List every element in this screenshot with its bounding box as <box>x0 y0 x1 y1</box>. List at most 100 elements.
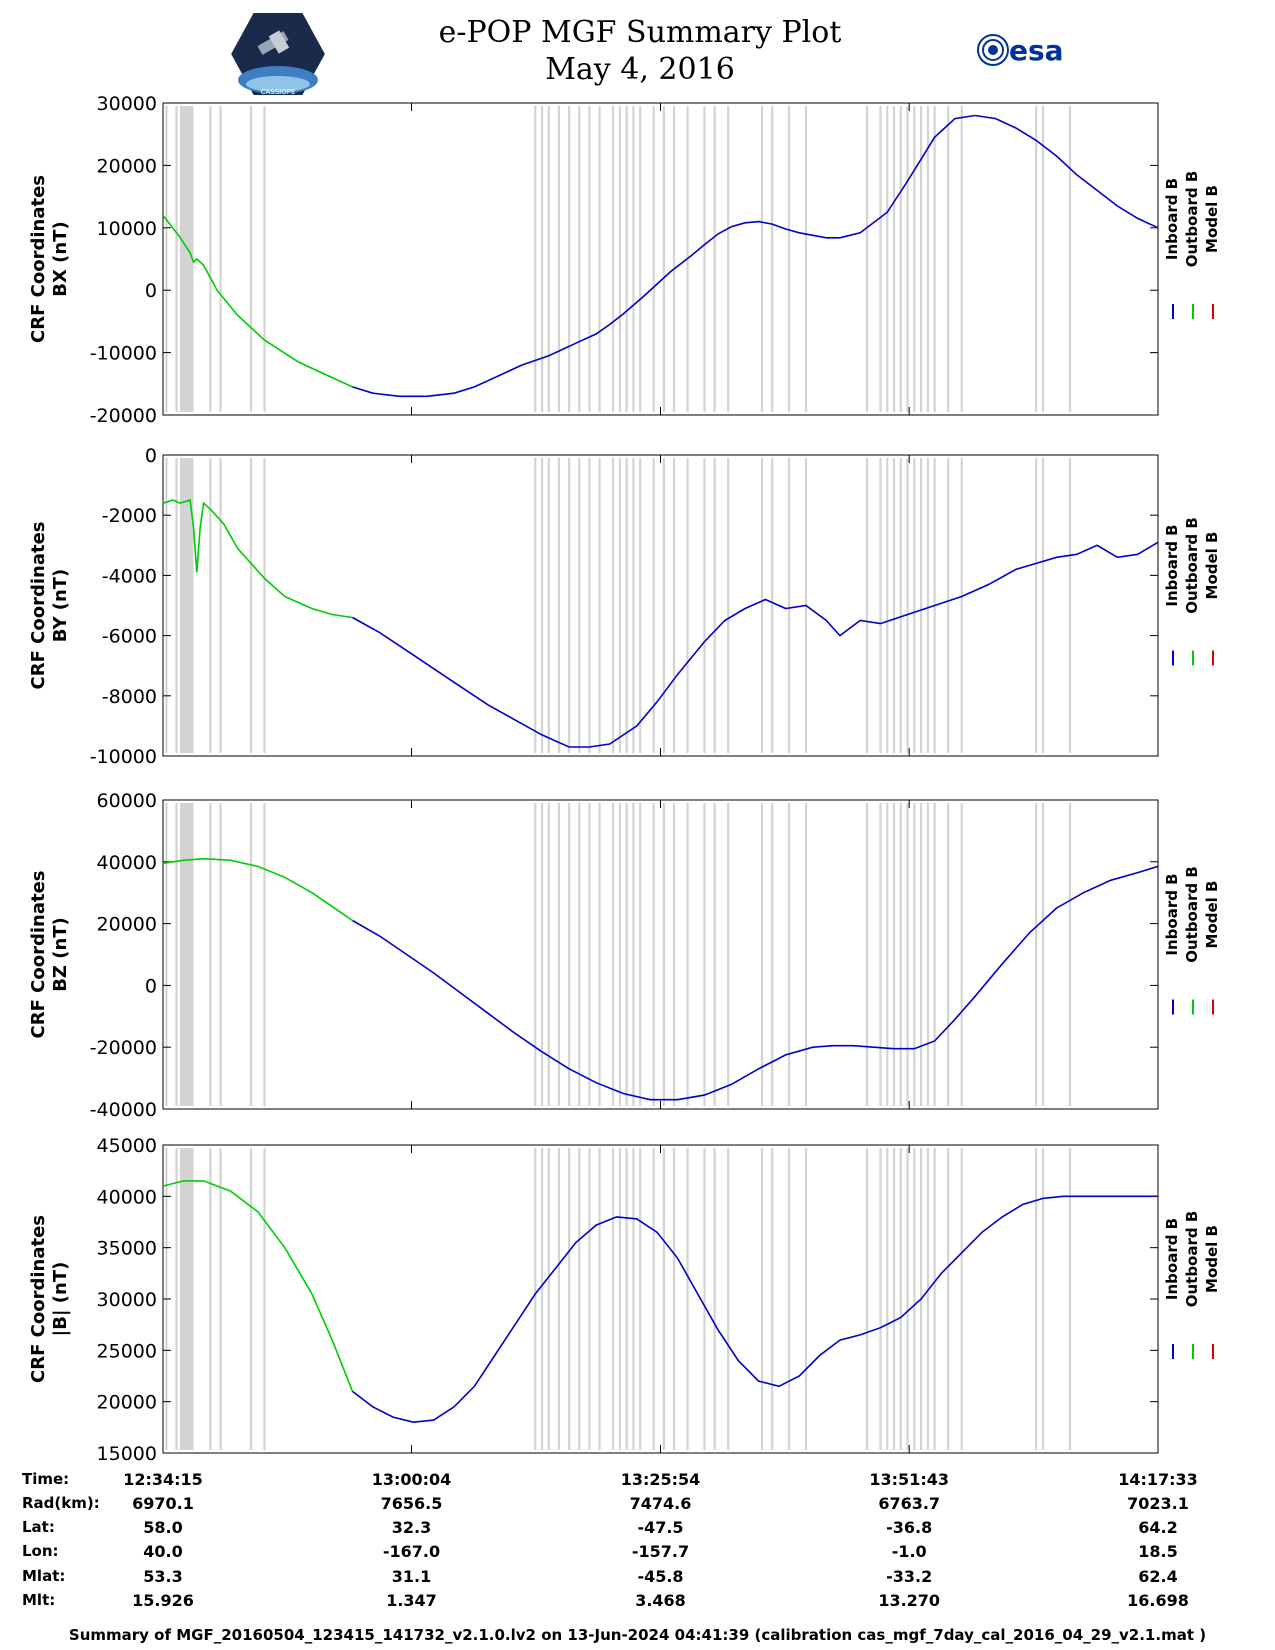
info-row-label: Lat: <box>22 1518 55 1536</box>
y-tick-label: -20000 <box>90 1037 157 1059</box>
esa-logo: esa <box>977 34 1064 67</box>
info-value: 6763.7 <box>878 1494 941 1513</box>
panel-2: 0 -2000 -4000 -6000 -8000 -10000 CRF Coordinat… <box>28 445 1221 768</box>
info-value: 13.270 <box>878 1591 941 1610</box>
info-row-label: Time: <box>22 1470 70 1488</box>
legend: Inboard B Outboard B Model B <box>1163 1211 1221 1359</box>
y-tick-label: -8000 <box>102 686 157 708</box>
series-line <box>162 1180 354 1392</box>
series-line <box>162 857 353 922</box>
series-line <box>352 1195 1158 1424</box>
data-flag-bars <box>165 458 1072 753</box>
legend-label: Outboard B <box>1183 171 1201 268</box>
info-value: 7656.5 <box>380 1494 443 1513</box>
info-value: 3.468 <box>635 1591 686 1610</box>
y-axis-label: BY (nT) <box>50 569 71 643</box>
footer-summary: Summary of MGF_20160504_123415_141732_v2… <box>68 1626 1207 1644</box>
y-axis-label: CRF Coordinates <box>28 522 49 690</box>
y-tick-label: 30000 <box>97 1289 157 1311</box>
orbit-info-table: Time: Rad(km): Lat: Lon: Mlat: Mlt: 12:34:15 69… <box>0 1470 1275 1620</box>
panel-1: 30000 20000 10000 0 -10000 -20000 CRF Coordina… <box>28 93 1221 427</box>
info-row-label: Rad(km): <box>22 1494 100 1512</box>
legend-label: Outboard B <box>1183 517 1201 614</box>
info-value: 7474.6 <box>629 1494 692 1513</box>
series-line <box>352 114 976 398</box>
flag-band <box>179 1148 194 1450</box>
y-tick-label: -20000 <box>90 405 157 427</box>
series-line <box>162 214 353 388</box>
y-tick-label: 0 <box>145 445 157 467</box>
legend-label: Outboard B <box>1183 1211 1201 1308</box>
y-tick-label: 20000 <box>97 155 157 177</box>
info-value: 15.926 <box>132 1591 194 1610</box>
cassiope-logo: CASSIOPE <box>228 11 328 97</box>
info-value: 53.3 <box>143 1567 183 1586</box>
y-tick-label: -6000 <box>102 626 157 648</box>
y-tick-label: 0 <box>145 280 157 302</box>
series-line <box>352 865 1159 1101</box>
y-axis-label: CRF Coordinates <box>28 1215 49 1383</box>
legend-label: Model B <box>1203 532 1221 600</box>
y-tick-label: 15000 <box>97 1443 157 1465</box>
y-tick-label: 30000 <box>97 93 157 115</box>
x-tick-time-label: 13:25:54 <box>620 1470 701 1489</box>
legend-label: Model B <box>1203 185 1221 253</box>
y-axis-label: CRF Coordinates <box>28 871 49 1039</box>
y-tick-label: 35000 <box>97 1238 157 1260</box>
legend: Inboard B Outboard B Model B <box>1163 171 1221 319</box>
flag-band <box>179 106 194 412</box>
esa-logo-text: esa <box>1009 34 1064 67</box>
plot-date: May 4, 2016 <box>545 52 735 87</box>
flag-band <box>179 803 194 1106</box>
y-tick-label: -2000 <box>102 505 157 527</box>
info-value: 32.3 <box>391 1518 432 1537</box>
y-tick-label: 20000 <box>97 914 157 936</box>
info-value: 31.1 <box>391 1567 432 1586</box>
y-tick-label: 40000 <box>97 852 157 874</box>
y-tick-label: -40000 <box>90 1099 157 1121</box>
legend-label: Model B <box>1203 1225 1221 1293</box>
info-row-label: Mlt: <box>22 1591 56 1609</box>
flag-band <box>179 458 194 753</box>
legend-label: Inboard B <box>1163 524 1181 606</box>
info-row-label: Lon: <box>22 1542 59 1560</box>
info-value: -47.5 <box>637 1518 684 1537</box>
legend: Inboard B Outboard B Model B <box>1163 517 1221 666</box>
info-value: 58.0 <box>143 1518 183 1537</box>
info-value: 18.5 <box>1138 1542 1178 1561</box>
info-value: 16.698 <box>1127 1591 1189 1610</box>
y-tick-label: 0 <box>145 975 157 997</box>
series-line <box>162 499 353 619</box>
x-tick-time-label: 12:34:15 <box>123 1470 203 1489</box>
info-value: 62.4 <box>1138 1567 1178 1586</box>
plot-title: e-POP MGF Summary Plot <box>438 15 842 50</box>
y-tick-label: 40000 <box>97 1186 157 1208</box>
info-value: -1.0 <box>891 1542 927 1561</box>
y-tick-label: 20000 <box>97 1392 157 1414</box>
legend-label: Inboard B <box>1163 178 1181 260</box>
y-tick-label: -4000 <box>102 565 157 587</box>
y-tick-label: 60000 <box>97 790 157 812</box>
y-tick-label: 25000 <box>97 1340 157 1362</box>
legend-label: Inboard B <box>1163 873 1181 955</box>
data-flag-bars <box>165 1148 1072 1450</box>
legend: Inboard B Outboard B Model B <box>1163 866 1221 1015</box>
panel-4: 45000 40000 35000 30000 25000 20000 15000 CRF C… <box>28 1135 1221 1465</box>
y-tick-label: 45000 <box>97 1135 157 1157</box>
x-tick-time-label: 14:17:33 <box>1118 1470 1198 1489</box>
y-axis-label: CRF Coordinates <box>28 175 49 343</box>
x-tick-time-label: 13:00:04 <box>371 1470 452 1489</box>
plot-frame <box>162 1144 1159 1454</box>
plot-frame <box>162 799 1159 1110</box>
y-tick-label: -10000 <box>90 746 157 768</box>
y-axis-label: BZ (nT) <box>50 917 71 992</box>
legend-label: Outboard B <box>1183 866 1201 963</box>
y-axis-label: |B| (nT) <box>50 1262 71 1337</box>
data-flag-bars <box>165 803 1072 1106</box>
info-value: 6970.1 <box>132 1494 194 1513</box>
series-line <box>975 114 1159 229</box>
legend-label: Inboard B <box>1163 1218 1181 1300</box>
data-flag-bars <box>165 106 1072 412</box>
info-value: 40.0 <box>143 1542 183 1561</box>
